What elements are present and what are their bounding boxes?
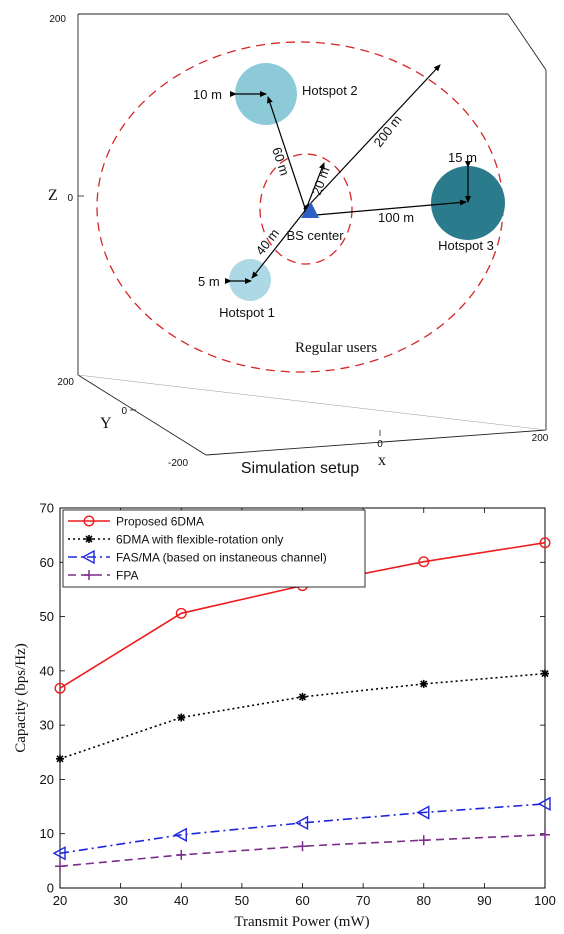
data-point [541, 669, 549, 678]
data-point [298, 692, 307, 701]
bs-center-marker [301, 202, 319, 218]
legend-item: FAS/MA (based on instaneous channel) [68, 549, 327, 565]
data-point [56, 754, 64, 763]
data-point [177, 713, 186, 722]
data-point [175, 607, 187, 619]
hotspot-3-radius-label: 15 m [448, 150, 477, 165]
x-tick-label: 100 [534, 893, 556, 908]
hotspot-3-circle [431, 166, 505, 240]
simulation-setup-panel: BS center Hotspot 2 Hotspot 1 Hotspot 3 … [48, 13, 549, 477]
series-line [59, 803, 546, 855]
hotspot-2-label: Hotspot 2 [302, 83, 358, 98]
x-tick-label: 20 [53, 893, 67, 908]
legend-item: 6DMA with flexible-rotation only [68, 533, 283, 547]
legend-item: Proposed 6DMA [68, 515, 204, 529]
regular-users-label: Regular users [295, 340, 377, 356]
data-point [55, 861, 65, 872]
legend-label: Proposed 6DMA [116, 515, 204, 529]
data-point [539, 537, 551, 549]
y-tick-label: 30 [40, 718, 54, 733]
hotspot-2-radius-label: 10 m [193, 87, 222, 102]
z-tick-200: 200 [49, 14, 66, 25]
y-tick-label: 10 [40, 826, 54, 841]
data-point [81, 549, 95, 565]
hotspot-3-distance-label: 100 m [378, 210, 414, 225]
data-point [418, 835, 429, 846]
box-edge [507, 13, 547, 71]
y-tick-label: 20 [40, 772, 54, 787]
hotspot-1-circle [229, 259, 271, 301]
data-point [85, 535, 93, 543]
distance-arrows [225, 64, 471, 284]
x-axis-title: Transmit Power (mW) [234, 914, 369, 930]
data-point [83, 515, 95, 527]
inner-ring [259, 153, 353, 265]
y-tick-minus200: -200 [168, 458, 188, 469]
y-tick-label: 40 [40, 663, 54, 678]
y-tick-0: 0 [121, 406, 127, 417]
z-axis-label: Z [48, 187, 58, 204]
data-point [540, 829, 550, 840]
legend-label: 6DMA with flexible-rotation only [116, 533, 283, 547]
x-tick-label: 90 [477, 893, 491, 908]
series-4 [55, 829, 550, 872]
data-point [416, 805, 430, 820]
data-point [176, 849, 187, 860]
y-axis-label: Y [100, 415, 112, 432]
arrow-bs-inner-ring [303, 162, 325, 211]
box-edge [77, 374, 547, 431]
data-point [84, 570, 94, 580]
box-edge [205, 429, 547, 456]
data-point [419, 679, 428, 688]
legend-label: FPA [116, 569, 138, 583]
hotspot-1-radius-label: 5 m [198, 274, 220, 289]
capacity-chart: 20 30 40 50 60 70 80 90 100 0 10 20 30 40 50 60 70 Trans… [13, 501, 556, 931]
x-tick-0: 0 [377, 439, 383, 450]
x-tick-label: 60 [295, 893, 309, 908]
legend-box [62, 509, 366, 588]
data-point [297, 841, 308, 852]
data-point [52, 846, 66, 861]
x-axis-label: x [378, 452, 386, 469]
y-tick-label: 0 [47, 881, 54, 896]
data-point [54, 682, 66, 694]
z-tick-0: 0 [67, 193, 73, 204]
data-point [537, 796, 551, 812]
legend: Proposed 6DMA 6DMA with flexible-rotation… [62, 509, 366, 588]
x-tick-label: 30 [113, 893, 127, 908]
arrow-bs-hotspot1 [251, 205, 311, 279]
box-edge [77, 374, 207, 456]
data-point [418, 556, 430, 568]
x-tick-label: 70 [356, 893, 370, 908]
hotspot-1-label: Hotspot 1 [219, 305, 275, 320]
x-tick-200: 200 [532, 433, 549, 444]
y-tick-label: 60 [40, 555, 54, 570]
inner-ring-distance-label: 20 m [309, 165, 333, 197]
legend-item: FPA [68, 569, 138, 583]
series-3 [52, 796, 551, 861]
data-point [295, 815, 309, 831]
outer-ring-distance-label: 200 m [371, 112, 405, 150]
simulation-setup-title: Simulation setup [241, 460, 359, 477]
x-tick-label: 80 [417, 893, 431, 908]
arrow-bs-hotspot2 [267, 96, 310, 215]
series-line [59, 834, 546, 868]
arrow-bs-outer-ring [303, 64, 441, 211]
y-tick-200: 200 [57, 377, 74, 388]
bs-center-label: BS center [286, 228, 344, 243]
y-tick-label: 50 [40, 609, 54, 624]
axis-ticks: 20 30 40 50 60 70 80 90 100 0 10 20 30 40 50 60 70 [40, 501, 556, 909]
legend-label: FAS/MA (based on instaneous channel) [116, 551, 327, 565]
y-axis-title: Capacity (bps/Hz) [13, 643, 29, 753]
x-tick-label: 40 [174, 893, 188, 908]
data-point [173, 827, 187, 842]
box-3d-frame [77, 13, 547, 456]
hotspot-3-label: Hotspot 3 [438, 238, 494, 253]
series-2 [56, 669, 549, 763]
hotspot-2-distance-label: 60 m [269, 145, 292, 177]
x-tick-label: 50 [235, 893, 249, 908]
y-tick-label: 70 [40, 501, 54, 516]
legend-items: Proposed 6DMA 6DMA with flexible-rotation… [68, 515, 327, 583]
